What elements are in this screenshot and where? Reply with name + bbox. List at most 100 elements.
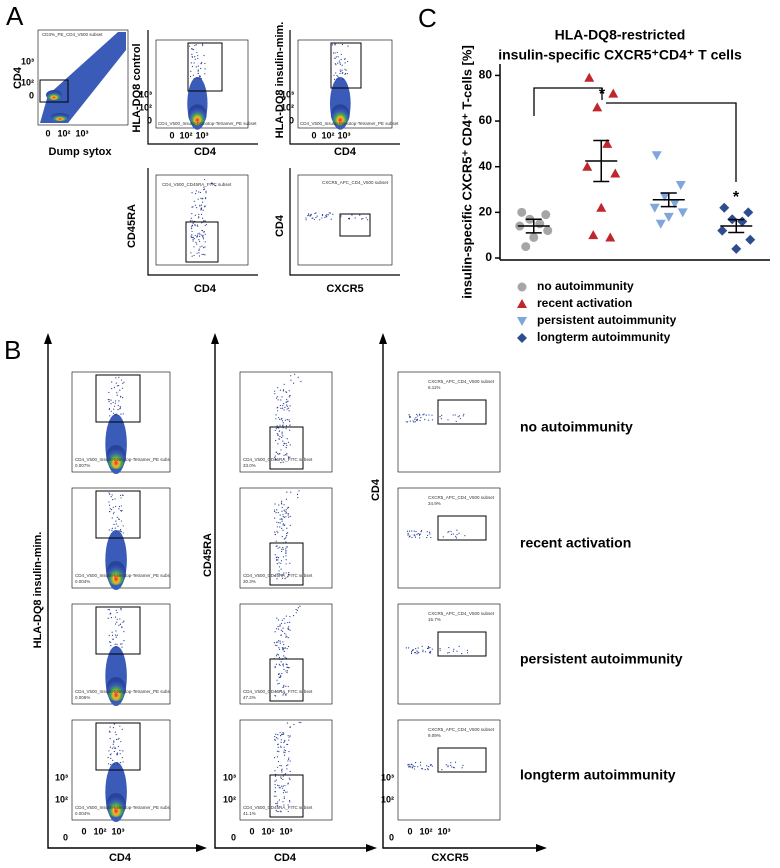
event-dot (115, 520, 117, 522)
event-hotspot (106, 677, 126, 701)
event-dot (110, 509, 113, 511)
data-point (677, 208, 688, 218)
event-dot (275, 451, 277, 453)
event-dot (277, 410, 279, 412)
event-dot (112, 506, 114, 508)
event-dot (276, 766, 279, 768)
event-dot (196, 243, 198, 245)
event-dot (279, 518, 281, 520)
event-dot (108, 501, 110, 503)
event-dot (424, 769, 426, 771)
event-dot (192, 222, 194, 224)
event-dot (276, 453, 279, 455)
x-tick-label: 10³ (75, 128, 88, 138)
event-dot (115, 609, 117, 611)
event-dot (421, 768, 424, 770)
event-dot (285, 634, 287, 636)
event-dot (288, 396, 290, 398)
gate-label: CD4_V500_CD45RA_FITC subset (243, 573, 313, 578)
event-dot (286, 452, 288, 454)
event-dot (195, 241, 197, 244)
event-dot (340, 58, 342, 61)
y-tick-label: 0 (29, 90, 34, 100)
data-point (582, 161, 593, 171)
event-dot (289, 801, 291, 803)
event-dot (333, 78, 336, 80)
event-dot (198, 77, 200, 79)
event-dot (285, 512, 287, 514)
event-dot (274, 459, 276, 461)
event-dot (415, 531, 417, 533)
event-dot (118, 624, 120, 627)
event-dot (109, 508, 111, 510)
event-dot (278, 427, 280, 429)
data-point (521, 242, 531, 252)
event-dot (459, 417, 462, 420)
event-dot (111, 631, 113, 633)
x-tick-label: 0 (45, 128, 50, 138)
event-dot (122, 761, 124, 763)
event-dot (277, 559, 279, 561)
event-dot (286, 635, 288, 638)
event-dot (453, 648, 455, 650)
event-dot (282, 516, 284, 518)
event-dot (118, 505, 121, 508)
event-dot (274, 738, 276, 741)
event-dot (407, 647, 410, 649)
event-dot (305, 219, 307, 221)
event-dot (420, 416, 422, 419)
event-dot (112, 513, 115, 515)
event-dot (276, 432, 278, 435)
event-dot (452, 414, 454, 416)
axis-line (147, 30, 258, 145)
event-dot (431, 765, 433, 767)
legend-label: longterm autoimmunity (537, 330, 671, 344)
event-dot (194, 214, 196, 216)
event-dot (112, 401, 114, 403)
significance-bracket (533, 87, 603, 116)
gate-percentage: 0.004% (75, 579, 90, 584)
event-dot (283, 668, 285, 670)
event-dot (122, 413, 124, 415)
chart-title: HLA-DQ8-restricted (555, 27, 686, 43)
event-dot (193, 238, 195, 240)
x-tick-label: 0 (249, 826, 254, 836)
event-dot (202, 247, 205, 249)
event-dot (114, 747, 116, 750)
event-dot (429, 646, 431, 649)
event-dot (277, 628, 280, 630)
gate-label: CD4_V500_Insulin-Mimotop-Tetramer_PE sub… (75, 457, 171, 462)
event-dot (417, 766, 419, 768)
event-dot (427, 646, 430, 648)
panel-label: A (6, 1, 24, 31)
event-dot (109, 612, 112, 614)
event-dot (108, 763, 110, 765)
event-dot (447, 419, 449, 421)
gate-percentage: 34.9% (428, 501, 441, 506)
event-dot (287, 575, 289, 578)
event-dot (285, 559, 287, 561)
event-dot (281, 574, 283, 576)
gate-label: CD4_V500_Insulin-Mimotop-Tetramer_PE sub… (75, 805, 171, 810)
event-dot (450, 533, 453, 535)
event-dot (280, 629, 282, 631)
event-dot (191, 56, 193, 58)
event-dot (198, 239, 200, 241)
event-dot (288, 667, 290, 669)
event-dot (281, 433, 283, 435)
event-dot (289, 629, 291, 631)
data-point (602, 138, 613, 148)
event-dot (286, 527, 288, 529)
event-dot (275, 663, 277, 665)
event-dot (346, 60, 349, 63)
data-point (610, 168, 621, 178)
axis-arrow (536, 844, 547, 852)
event-dot (422, 651, 424, 653)
event-dot (282, 775, 284, 777)
event-dot (274, 390, 276, 392)
data-point (659, 192, 670, 202)
event-dot (193, 254, 195, 257)
event-dot (115, 523, 117, 525)
event-dot (193, 200, 195, 202)
event-dot (277, 743, 279, 746)
